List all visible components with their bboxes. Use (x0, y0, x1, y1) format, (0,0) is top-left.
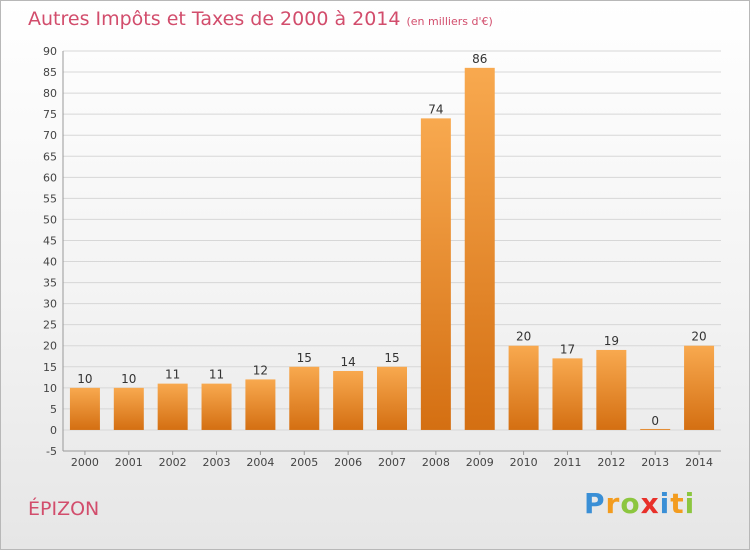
bar-value-label: 86 (472, 52, 487, 66)
y-tick-label: 60 (43, 171, 57, 184)
bar (245, 379, 276, 430)
bar (684, 345, 715, 430)
bar-value-label: 17 (560, 342, 575, 356)
y-tick-label: 0 (50, 424, 57, 437)
y-tick-label: 25 (43, 319, 57, 332)
x-tick-label: 2002 (159, 456, 187, 469)
chart-unit: (en milliers d'€) (406, 15, 493, 28)
bar (420, 118, 451, 430)
bar (377, 366, 407, 430)
y-tick-label: 40 (43, 256, 57, 269)
x-tick-label: 2011 (553, 456, 581, 469)
x-tick-label: 2004 (246, 456, 274, 469)
proxiti-logo: Proxiti (584, 487, 695, 520)
x-tick-label: 2005 (290, 456, 318, 469)
x-tick-label: 2006 (334, 456, 362, 469)
logo-letter: o (620, 487, 641, 520)
chart-title: Autres Impôts et Taxes de 2000 à 2014 (en… (28, 8, 493, 30)
bar-value-label: 15 (384, 351, 399, 365)
x-tick-label: 2008 (422, 456, 450, 469)
y-tick-label: 80 (43, 87, 57, 100)
x-tick-label: 2014 (685, 456, 713, 469)
y-tick-label: -5 (46, 445, 57, 458)
bar (640, 428, 671, 430)
x-tick-label: 2003 (203, 456, 231, 469)
commune-name: ÉPIZON (28, 498, 100, 520)
bar (113, 387, 144, 430)
y-tick-label: 65 (43, 150, 57, 163)
bar-value-label: 10 (121, 372, 136, 386)
y-tick-label: 45 (43, 234, 57, 247)
x-tick-label: 2007 (378, 456, 406, 469)
bar-value-label: 74 (428, 102, 443, 116)
logo-letter: t (670, 487, 685, 520)
y-tick-label: 55 (43, 192, 57, 205)
bar-value-label: 15 (297, 351, 312, 365)
x-tick-label: 2009 (466, 456, 494, 469)
bar (508, 345, 539, 430)
logo-letter: i (684, 487, 696, 520)
x-tick-label: 2013 (641, 456, 669, 469)
y-tick-label: 90 (43, 45, 57, 58)
bar (289, 366, 320, 430)
bar-value-label: 10 (77, 372, 92, 386)
logo-letter: x (640, 487, 660, 520)
bar-value-label: 19 (604, 334, 619, 348)
x-tick-label: 2010 (510, 456, 538, 469)
x-tick-label: 2001 (115, 456, 143, 469)
y-tick-label: 35 (43, 277, 57, 290)
bar-value-label: 20 (691, 330, 706, 344)
bar (157, 383, 188, 430)
y-tick-label: 20 (43, 340, 57, 353)
bar-value-label: 0 (651, 414, 659, 428)
logo-letter: r (605, 487, 621, 520)
y-tick-label: 50 (43, 213, 57, 226)
y-tick-label: 70 (43, 129, 57, 142)
bar (69, 387, 100, 430)
logo-letter: i (659, 487, 671, 520)
bar-value-label: 11 (165, 368, 180, 382)
bar-value-label: 20 (516, 330, 531, 344)
bar (596, 349, 627, 430)
y-tick-label: 10 (43, 382, 57, 395)
bar-value-label: 12 (253, 363, 268, 377)
chart-title-text: Autres Impôts et Taxes de 2000 à 2014 (28, 8, 401, 30)
bar (552, 358, 583, 430)
y-tick-label: 15 (43, 361, 57, 374)
y-tick-label: 75 (43, 108, 57, 121)
bar (201, 383, 232, 430)
bar (333, 371, 364, 430)
y-tick-label: 30 (43, 298, 57, 311)
logo-letter: P (584, 487, 606, 520)
x-tick-label: 2000 (71, 456, 99, 469)
y-tick-label: 85 (43, 66, 57, 79)
x-tick-label: 2012 (597, 456, 625, 469)
y-tick-label: 5 (50, 403, 57, 416)
bar (464, 67, 495, 430)
bar-value-label: 14 (340, 355, 355, 369)
bar-value-label: 11 (209, 368, 224, 382)
